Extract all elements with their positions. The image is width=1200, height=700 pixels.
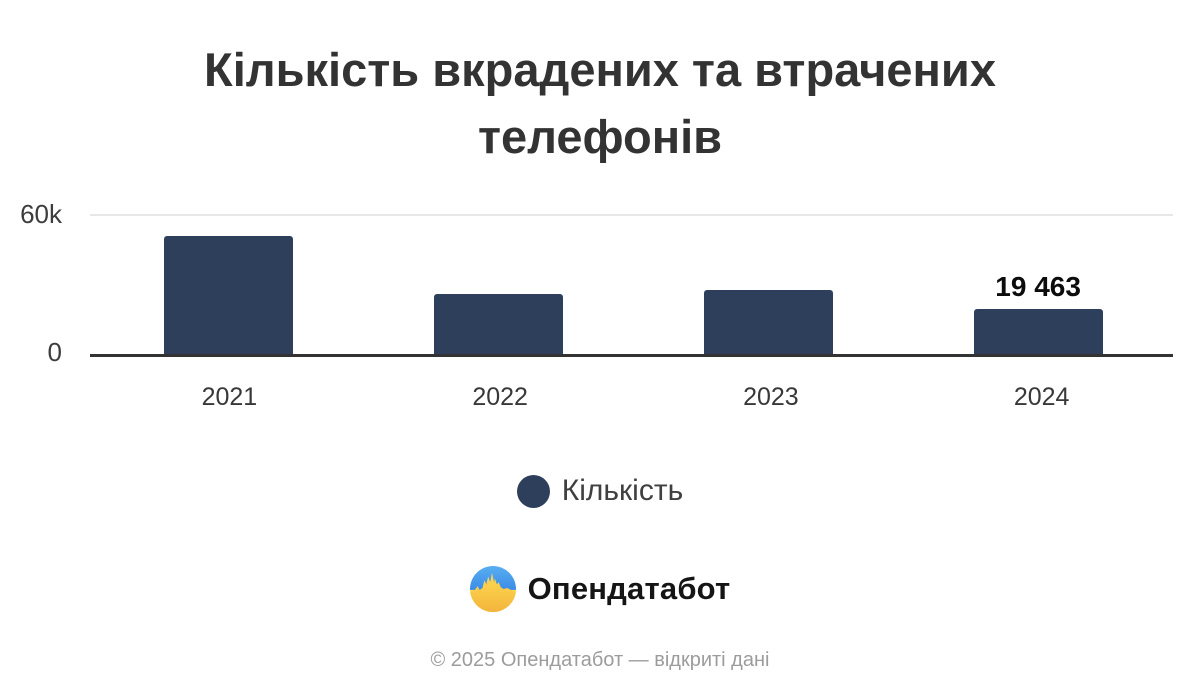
y-tick-0: 0: [47, 337, 62, 367]
bar-slot-2023: [634, 216, 904, 354]
chart-title: Кількість вкрадених та втрачених телефон…: [0, 36, 1200, 170]
legend-item-kilkist[interactable]: Кількість: [516, 474, 684, 508]
bar-value-label-2024: 19 463: [995, 271, 1081, 303]
legend-label: Кількість: [561, 474, 684, 507]
bars: 19 463: [90, 216, 1173, 354]
bar-2023[interactable]: [703, 289, 833, 354]
y-tick-60k: 60k: [20, 199, 62, 229]
x-tick-2021: 2021: [201, 383, 258, 411]
bar-slot-2024: 19 463: [903, 216, 1173, 354]
x-tick-2024: 2024: [1013, 383, 1070, 411]
bar-2024[interactable]: [973, 309, 1103, 354]
logo-text: Опендатабот: [527, 571, 731, 606]
plot-area: 19 463: [90, 214, 1173, 357]
bar-slot-2022: [364, 216, 634, 354]
logo: Опендатабот: [0, 566, 1200, 612]
legend-dot: [516, 474, 550, 508]
chart-title-text: Кількість вкрадених та втрачених телефон…: [204, 43, 996, 163]
x-axis-labels: 2021 2022 2023 2024: [90, 383, 1177, 412]
legend: Кількість: [0, 474, 1200, 508]
bar-2022[interactable]: [434, 294, 564, 354]
x-tick-2023: 2023: [743, 383, 799, 411]
opendatabot-logo-icon: [469, 566, 516, 612]
bar-2021[interactable]: [164, 235, 294, 354]
bar-slot-2021: [94, 216, 364, 354]
footer-text: © 2025 Опендатабот — відкриті дані: [430, 649, 770, 671]
x-tick-2022: 2022: [472, 383, 528, 411]
